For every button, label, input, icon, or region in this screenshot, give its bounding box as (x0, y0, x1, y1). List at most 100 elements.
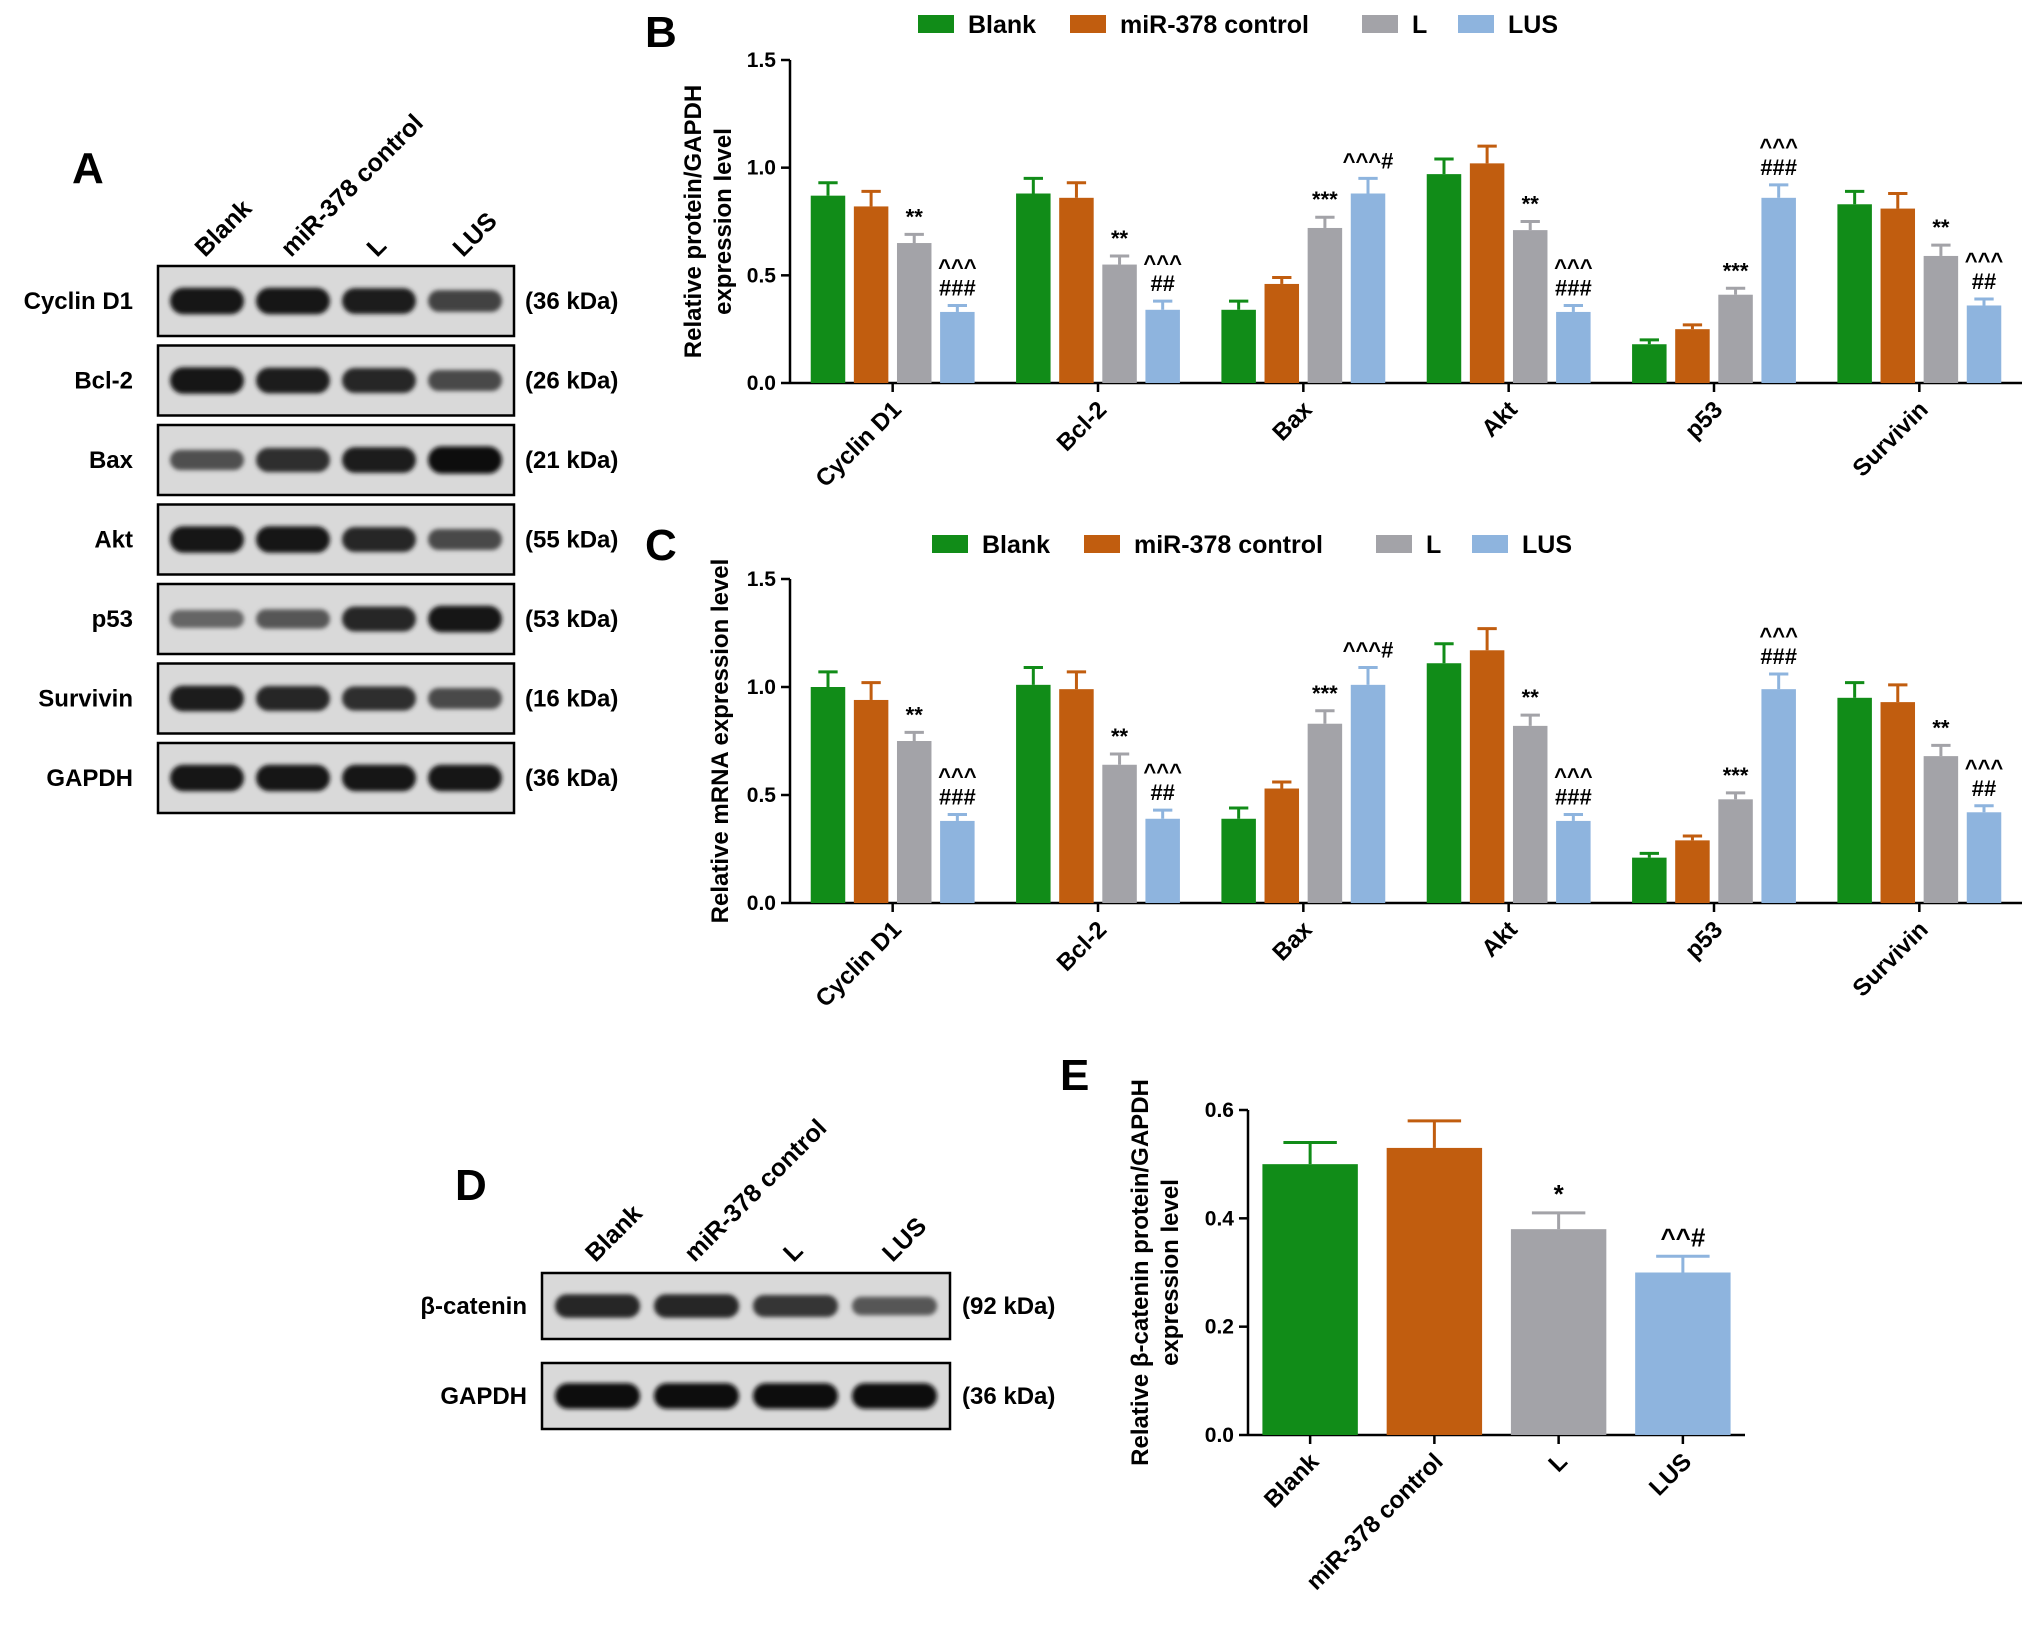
bar-survivin-lus (1966, 305, 2002, 383)
legend-label-lus: LUS (1508, 11, 1558, 39)
significance-marker: ^^^ (1759, 623, 1798, 648)
bar-mir-378-control-s0 (1386, 1147, 1483, 1435)
bar-p53-lus (1761, 197, 1796, 383)
protein-label: β-catenin (420, 1293, 527, 1320)
significance-marker: ** (1932, 715, 1950, 740)
molecular-weight-label: (21 kDa) (525, 447, 618, 474)
lane-label-lus: LUS (447, 207, 502, 262)
y-tick-label: 0.2 (1205, 1316, 1234, 1339)
band-blank (554, 1294, 641, 1318)
blot-row-bax: Bax (21 kDa) (89, 423, 618, 497)
band-mir-378-control (653, 1383, 740, 1409)
legend-label-blank: Blank (968, 11, 1036, 39)
category-label-p53: p53 (1680, 396, 1728, 444)
significance-marker: ^^^# (1343, 638, 1394, 663)
category-label-p53: p53 (1680, 916, 1728, 964)
category-label-survivin: Survivin (1848, 916, 1934, 1002)
legend-swatch-lus (1458, 15, 1494, 33)
band-l (752, 1294, 839, 1318)
significance-marker: *** (1723, 763, 1749, 788)
panel-letter-b: B (645, 8, 677, 57)
category-label-bcl-2: Bcl-2 (1052, 396, 1113, 457)
bar-cyclin-d1-mir-378-control (853, 206, 889, 383)
bar-survivin-l (1923, 756, 1959, 903)
band-l (342, 447, 416, 473)
bar-bcl-2-lus (1145, 309, 1180, 383)
bar-bcl-2-mir-378-control (1059, 197, 1094, 383)
molecular-weight-label: (55 kDa) (525, 527, 618, 554)
band-mir-378-control (256, 287, 330, 315)
lane-label-lus: LUS (877, 1212, 932, 1267)
significance-marker: ^^^ (938, 255, 977, 280)
band-mir-378-control (256, 609, 330, 629)
protein-label: Akt (94, 527, 133, 554)
panel-letter-e: E (1060, 1051, 1089, 1100)
bar-cyclin-d1-blank (810, 687, 846, 903)
y-axis-label: Relative protein/GAPDH (680, 85, 707, 358)
y-tick-label: 1.0 (747, 157, 776, 180)
molecular-weight-label: (36 kDa) (962, 1383, 1055, 1410)
blot-row-akt: Akt (55 kDa) (94, 503, 618, 576)
band-lus (851, 1296, 938, 1316)
significance-marker: ^^^ (1759, 134, 1798, 159)
blot-row-p53: p53 (53 kDa) (92, 582, 618, 656)
category-label-akt: Akt (1476, 396, 1522, 442)
band-blank (170, 367, 244, 394)
protein-label: GAPDH (46, 765, 133, 792)
significance-marker: ** (1111, 724, 1129, 749)
bar-cyclin-d1-lus (940, 820, 975, 903)
molecular-weight-label: (36 kDa) (525, 765, 618, 792)
bar-bax-blank (1221, 309, 1256, 383)
legend-swatch-l (1376, 535, 1412, 553)
protein-label: Survivin (38, 686, 133, 713)
band-l (342, 606, 416, 632)
protein-label: Bax (89, 447, 134, 474)
bar-bcl-2-l (1102, 264, 1137, 383)
y-tick-label: 0.5 (747, 264, 777, 287)
protein-label: p53 (92, 606, 133, 633)
band-blank (554, 1383, 641, 1409)
bar-bax-mir-378-control (1264, 283, 1300, 383)
significance-marker: ** (1522, 192, 1540, 217)
y-tick-label: 1.5 (747, 49, 777, 72)
significance-marker: * (1554, 1179, 1565, 1209)
legend-swatch-mir-378-control (1070, 15, 1106, 33)
lane-label-blank: Blank (189, 194, 257, 262)
band-blank (170, 764, 244, 792)
molecular-weight-label: (36 kDa) (525, 288, 618, 315)
bar-survivin-mir-378-control (1880, 702, 1916, 903)
significance-marker: ### (939, 784, 976, 809)
band-mir-378-control (256, 526, 330, 553)
band-mir-378-control (256, 447, 330, 473)
category-label-cyclin-d1: Cyclin D1 (810, 916, 906, 1012)
bar-bax-lus (1350, 684, 1386, 903)
bar-survivin-l (1923, 255, 1959, 383)
band-lus (428, 764, 502, 792)
y-tick-label: 0.0 (1205, 1424, 1234, 1447)
band-lus (428, 290, 502, 312)
significance-marker: ^^^ (1965, 755, 2004, 780)
significance-marker: ### (939, 275, 976, 300)
significance-marker: ** (906, 702, 924, 727)
bar-survivin-blank (1837, 204, 1872, 383)
y-tick-label: 0.6 (1205, 1099, 1234, 1122)
significance-marker: ### (1760, 644, 1797, 669)
legend-label-mir-378-control: miR-378 control (1120, 11, 1309, 39)
bar-p53-blank (1632, 344, 1667, 383)
category-label-survivin: Survivin (1848, 396, 1934, 482)
band-mir-378-control (256, 686, 330, 711)
molecular-weight-label: (92 kDa) (962, 1293, 1055, 1320)
band-l (342, 686, 416, 711)
category-label-lus: LUS (1644, 1448, 1697, 1501)
band-mir-378-control (256, 764, 330, 792)
bar-bcl-2-blank (1016, 193, 1051, 383)
blot-row-catenin: β-catenin (92 kDa) (420, 1271, 1055, 1341)
significance-marker: ^^^# (1343, 148, 1394, 173)
molecular-weight-label: (53 kDa) (525, 606, 618, 633)
band-blank (170, 685, 244, 712)
legend-swatch-blank (932, 535, 968, 553)
bar-p53-lus (1761, 689, 1796, 903)
band-lus (428, 369, 502, 392)
significance-marker: *** (1312, 187, 1338, 212)
band-lus (428, 446, 502, 474)
